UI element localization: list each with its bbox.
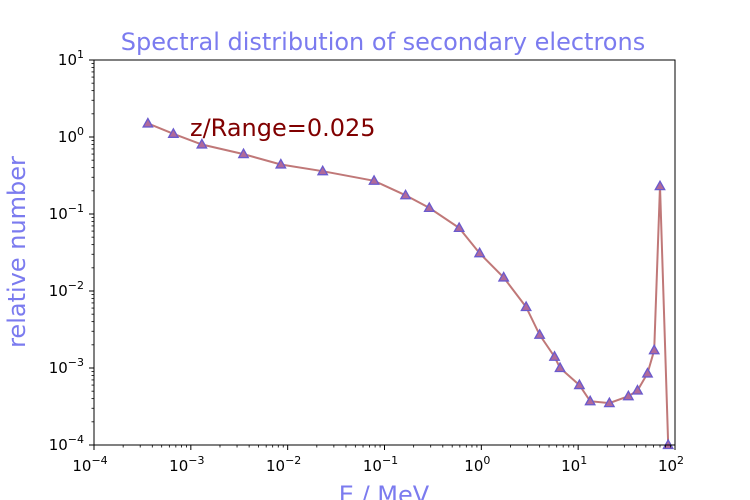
y-tick-label: 10−2 <box>49 279 84 300</box>
x-axis: 10−4 10−3 10−2 10−1 100 101 102 <box>72 445 684 475</box>
data-point-marker <box>662 438 675 450</box>
x-tick-label: 10−4 <box>72 454 107 475</box>
x-tick-label: 10−3 <box>169 454 204 475</box>
data-point-marker <box>274 158 287 169</box>
data-point-marker <box>533 328 546 339</box>
x-tick-label: 102 <box>658 454 684 475</box>
data-point-marker <box>641 367 654 378</box>
y-axis: 10−4 10−3 10−2 10−1 100 101 <box>49 48 94 454</box>
data-point-marker <box>368 174 380 185</box>
x-tick-label: 10−1 <box>363 454 398 475</box>
data-point-marker <box>584 394 597 406</box>
y-axis-title: relative number <box>3 156 31 348</box>
data-point-marker <box>423 201 436 213</box>
y-tick-label: 10−1 <box>49 202 84 223</box>
data-point-marker <box>167 127 180 138</box>
x-tick-label: 101 <box>561 454 587 475</box>
data-point-marker <box>654 179 666 191</box>
data-point-marker <box>142 117 154 128</box>
x-tick-label: 100 <box>464 454 490 475</box>
data-point-marker <box>453 221 466 233</box>
data-point-marker <box>196 138 208 149</box>
y-tick-label: 10−4 <box>49 433 84 454</box>
data-point-marker <box>520 300 532 312</box>
data-point-marker <box>631 384 644 395</box>
data-point-marker <box>554 361 566 373</box>
plot-area: 10−4 10−3 10−2 10−1 100 101 102 10−410−310−210… <box>49 48 684 475</box>
x-tick-label: 10−2 <box>266 454 301 475</box>
chart-title: Spectral distribution of secondary elect… <box>121 28 645 56</box>
y-tick-label: 100 <box>58 125 84 146</box>
y-tick-label: 101 <box>58 48 84 69</box>
data-point-marker <box>548 350 561 361</box>
data-point-marker <box>316 164 329 176</box>
y-tick-label: 10−3 <box>49 356 84 377</box>
axes-frame <box>93 59 676 446</box>
x-axis-title: E / MeV <box>339 481 430 500</box>
data-point-marker <box>648 343 661 355</box>
data-point-marker <box>603 396 616 408</box>
data-point-marker <box>497 271 510 282</box>
data-point-marker <box>399 188 412 200</box>
data-point-marker <box>573 378 586 390</box>
data-point-marker <box>237 147 250 159</box>
series-layer <box>142 117 675 450</box>
data-point-marker <box>622 389 635 401</box>
annotation-label: z/Range=0.025 <box>190 114 376 142</box>
data-point-marker <box>473 246 486 258</box>
